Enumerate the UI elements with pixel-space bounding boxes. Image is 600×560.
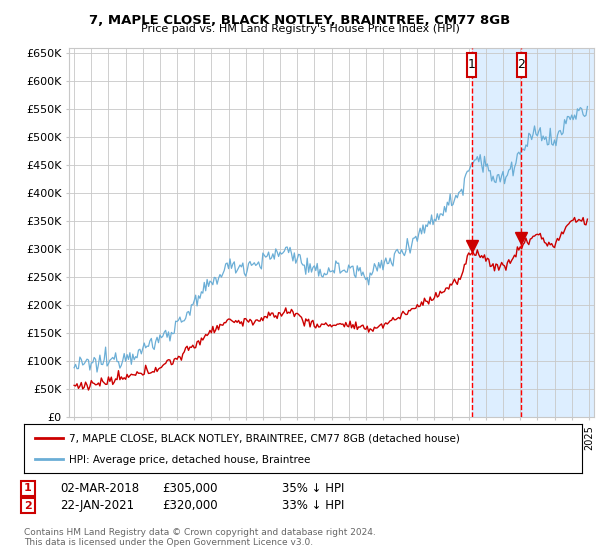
Text: Contains HM Land Registry data © Crown copyright and database right 2024.
This d: Contains HM Land Registry data © Crown c… (24, 528, 376, 547)
Bar (472, 48, 594, 417)
Text: Price paid vs. HM Land Registry's House Price Index (HPI): Price paid vs. HM Land Registry's House … (140, 24, 460, 34)
Text: 2: 2 (24, 501, 32, 511)
Text: 22-JAN-2021: 22-JAN-2021 (60, 499, 134, 512)
Text: £305,000: £305,000 (162, 482, 218, 495)
Text: 1: 1 (468, 58, 476, 72)
Text: 7, MAPLE CLOSE, BLACK NOTLEY, BRAINTREE, CM77 8GB: 7, MAPLE CLOSE, BLACK NOTLEY, BRAINTREE,… (89, 14, 511, 27)
Text: £320,000: £320,000 (162, 499, 218, 512)
Text: 1: 1 (24, 483, 32, 493)
Bar (517, 53, 526, 77)
Text: 7, MAPLE CLOSE, BLACK NOTLEY, BRAINTREE, CM77 8GB (detached house): 7, MAPLE CLOSE, BLACK NOTLEY, BRAINTREE,… (68, 433, 460, 444)
Text: 02-MAR-2018: 02-MAR-2018 (60, 482, 139, 495)
Bar (467, 53, 476, 77)
Text: 35% ↓ HPI: 35% ↓ HPI (282, 482, 344, 495)
Text: 33% ↓ HPI: 33% ↓ HPI (282, 499, 344, 512)
Text: 2: 2 (517, 58, 525, 72)
Text: HPI: Average price, detached house, Braintree: HPI: Average price, detached house, Brai… (68, 455, 310, 465)
